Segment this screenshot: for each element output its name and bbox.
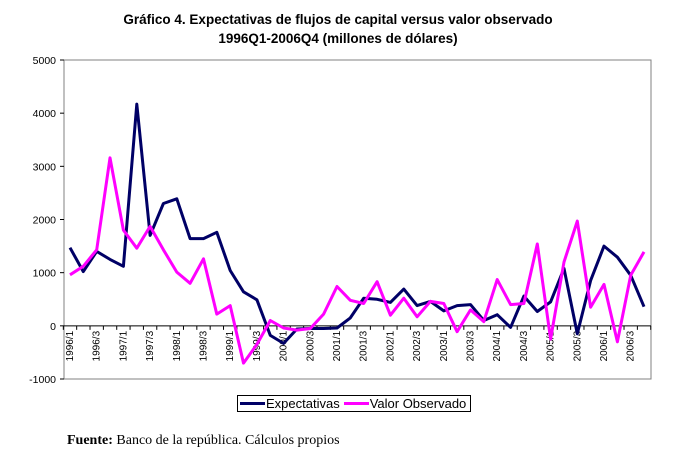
- x-tick-label: 1998/3: [199, 330, 210, 361]
- legend-swatch-expectativas: [240, 402, 265, 405]
- chart-subtitle: 1996Q1-2006Q4 (millones de dólares): [218, 31, 457, 46]
- x-tick-label: 2000/1: [279, 330, 290, 361]
- x-tick-label: 2003/3: [466, 330, 477, 361]
- source-note: Fuente: Banco de la república. Cálculos …: [67, 433, 340, 449]
- x-tick-label: 1997/3: [145, 330, 156, 361]
- x-tick-label: 2006/3: [626, 330, 637, 361]
- chart-title: Gráfico 4. Expectativas de flujos de cap…: [123, 12, 552, 27]
- y-tick-label: -1000: [29, 374, 56, 386]
- x-tick-label: 2005/3: [572, 330, 583, 361]
- y-tick-label: 3000: [33, 161, 57, 173]
- x-tick-label: 2002/3: [412, 330, 423, 361]
- legend-label-valor-observado: Valor Observado: [369, 396, 467, 411]
- x-tick-label: 1997/1: [118, 330, 129, 361]
- x-tick-label: 2005/1: [546, 330, 557, 361]
- x-tick-label: 2001/1: [332, 330, 343, 361]
- legend-swatch-valor-observado: [343, 402, 369, 405]
- x-tick-label: 1999/1: [225, 330, 236, 361]
- x-tick-label: 2006/1: [599, 330, 610, 361]
- x-axis: 1996/1 1996/3 1997/1 1997/3 1998/1 1998/3 1999…: [62, 325, 652, 361]
- x-tick-label: 2004/3: [519, 330, 530, 361]
- x-tick-label: 1996/1: [65, 330, 76, 361]
- x-tick-label: 2003/1: [439, 330, 450, 361]
- y-tick-label: 0: [50, 321, 56, 333]
- series-line-expectativas: [68, 102, 646, 345]
- series-line-valor-observado: [69, 156, 646, 365]
- legend: Expectativas Valor Observado: [237, 395, 471, 412]
- legend-label-expectativas: Expectativas: [266, 396, 340, 411]
- x-tick-label: 2000/3: [305, 330, 316, 361]
- source-text: Banco de la república. Cálculos propios: [112, 433, 340, 448]
- source-label: Fuente:: [67, 433, 113, 448]
- y-axis: 5000 4000 3000 2000 1000 0 -1000: [29, 55, 64, 386]
- x-tick-label: 2002/1: [385, 330, 396, 361]
- y-tick-label: 1000: [33, 268, 57, 280]
- series-lines: [68, 102, 646, 365]
- x-tick-label: 2004/1: [492, 330, 503, 361]
- x-tick-label: 1998/1: [172, 330, 183, 361]
- y-tick-label: 5000: [33, 55, 57, 67]
- x-tick-label: 2001/3: [359, 330, 370, 361]
- x-tick-label: 1996/3: [92, 330, 103, 361]
- y-tick-label: 2000: [33, 215, 57, 227]
- y-tick-label: 4000: [33, 108, 57, 120]
